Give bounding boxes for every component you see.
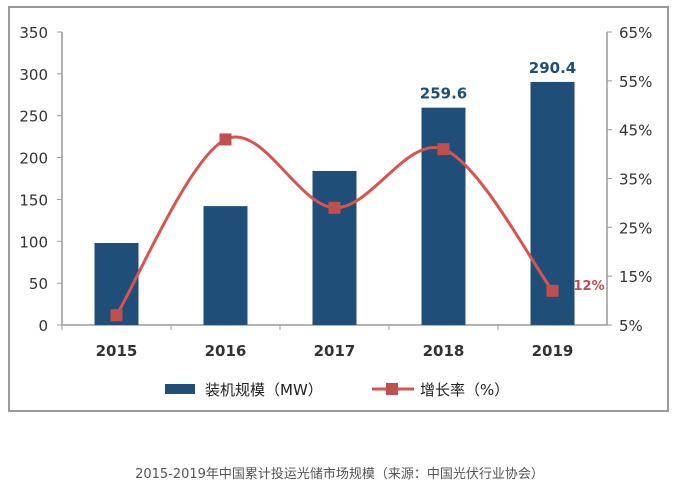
x-tick-label: 2019 bbox=[532, 342, 574, 360]
bar-data-label: 259.6 bbox=[420, 85, 467, 103]
data-labels: 259.6 290.4 12% bbox=[420, 59, 605, 294]
bar bbox=[312, 170, 357, 325]
line-marker bbox=[110, 309, 123, 322]
y-left-tick-label: 100 bbox=[19, 233, 48, 251]
bar-series bbox=[94, 81, 575, 326]
y-right-tick-label: 55% bbox=[619, 73, 652, 91]
line-marker bbox=[437, 143, 450, 156]
y-left-tick-label: 50 bbox=[29, 275, 48, 293]
y-right-tick-label: 15% bbox=[619, 268, 652, 286]
y-right-tick-label: 45% bbox=[619, 122, 652, 140]
y-left-tick-label: 200 bbox=[19, 150, 48, 168]
y-left-tick-label: 150 bbox=[19, 191, 48, 209]
y-left-tick-label: 250 bbox=[19, 108, 48, 126]
y-left-tick-label: 350 bbox=[19, 24, 48, 42]
legend-line-marker bbox=[386, 383, 398, 395]
legend: 装机规模（MW） 增长率（%） bbox=[165, 381, 509, 399]
y-right-tick-label: 25% bbox=[619, 219, 652, 237]
line-series bbox=[110, 133, 559, 322]
legend-bar-label: 装机规模（MW） bbox=[205, 381, 323, 399]
y-right-tick-label: 35% bbox=[619, 171, 652, 189]
y-left-tick-label: 0 bbox=[38, 317, 48, 335]
line-data-label: 12% bbox=[574, 279, 605, 294]
bar-data-label: 290.4 bbox=[529, 59, 576, 77]
y-right-tick-label: 65% bbox=[619, 24, 652, 42]
y-right-tick-label: 5% bbox=[619, 317, 643, 335]
figure-caption: 2015-2019年中国累计投运光储市场规模（来源：中国光伏行业协会） bbox=[135, 467, 544, 482]
x-tick-label: 2015 bbox=[96, 342, 138, 360]
x-tick-label: 2018 bbox=[423, 342, 465, 360]
bar bbox=[203, 206, 248, 325]
chart-axes: 0 50 100 150 200 250 300 350 5% 15% 25% 35% 45% 55% 65… bbox=[19, 24, 652, 360]
line-marker bbox=[219, 133, 232, 146]
bar bbox=[421, 107, 466, 326]
line-marker bbox=[328, 201, 341, 214]
legend-bar-swatch bbox=[165, 384, 195, 394]
legend-line-label: 增长率（%） bbox=[420, 381, 509, 399]
x-tick-label: 2017 bbox=[314, 342, 356, 360]
line-marker bbox=[546, 284, 559, 297]
x-tick-label: 2016 bbox=[205, 342, 247, 360]
bar bbox=[530, 81, 575, 326]
y-left-tick-label: 300 bbox=[19, 66, 48, 84]
